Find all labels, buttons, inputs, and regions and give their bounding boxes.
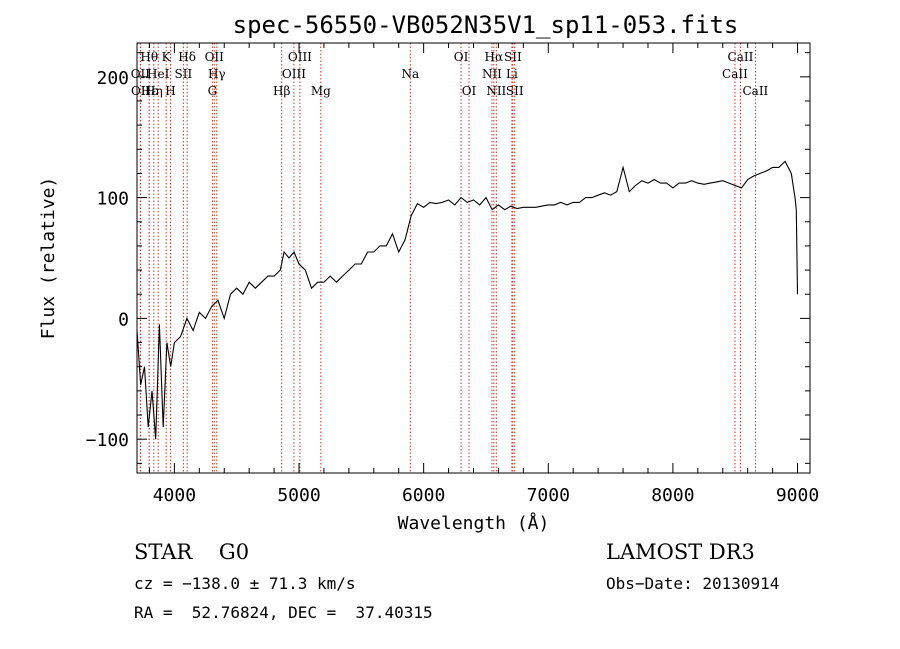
spectral-line-label: Hβ [273,84,290,98]
flux-series-line [136,160,799,440]
observation-date: Obs−Date: 20130914 [606,574,780,593]
spectral-line-label: K [162,50,172,64]
spectral-line-label: SII [506,84,524,98]
spectral-line-label: HeI [147,67,170,81]
spectral-line-label: OIII [288,50,312,64]
y-tick-label: 200 [96,68,129,89]
spectral-line-label: OII [131,84,151,98]
spectral-line-label: OIII [282,67,306,81]
x-tick-label: 6000 [402,485,445,506]
x-tick-label: 9000 [776,485,819,506]
chart-title: spec-56550-VB052N35V1_sp11-053.fits [233,11,739,39]
spectral-line-label: OI [462,84,477,98]
x-axis-label: Wavelength (Å) [398,512,550,534]
spectral-line-label: Na [401,67,419,81]
spectral-line-label: Hα [485,50,504,64]
spectral-line-label: Hθ [140,50,158,64]
spectral-line-label: NII [482,67,502,81]
spectral-line-label: H [165,84,175,98]
y-tick-label: 100 [96,189,129,210]
spectral-line-label: OII [131,67,151,81]
spectral-line-label: CaII [722,67,748,81]
spectral-line-label: CaII [742,84,768,98]
spectral-line-label: G [208,84,218,98]
spectral-line-label: CaII [728,50,754,64]
y-tick-label: −100 [86,430,129,451]
spectral-line-label: Hγ [208,67,226,81]
y-tick-label: 0 [118,309,129,330]
object-class: STAR G0 [134,540,250,564]
x-tick-label: 8000 [651,485,694,506]
spectral-line-label: Hη [145,84,163,98]
spectral-line-label: SII [504,50,522,64]
spectral-line-label: Hε [141,84,158,98]
spectral-line-label: Li [506,67,518,81]
y-axis-label: Flux (relative) [38,177,59,340]
spectral-line-label: NII [486,84,506,98]
redshift-velocity: cz = −138.0 ± 71.3 km/s [134,574,356,593]
survey-label: LAMOST DR3 [606,540,755,564]
spectral-line-label: OI [454,50,469,64]
x-tick-label: 7000 [527,485,570,506]
x-tick-label: 5000 [277,485,320,506]
plot-frame [136,42,811,474]
x-tick-label: 4000 [153,485,196,506]
spectral-line-label: Hδ [178,50,196,64]
spectral-line-label: SII [175,67,193,81]
coordinates: RA = 52.76824, DEC = 37.40315 [134,603,433,622]
spectral-line-label: Mg [311,84,331,98]
spectral-line-label: OII [205,50,225,64]
